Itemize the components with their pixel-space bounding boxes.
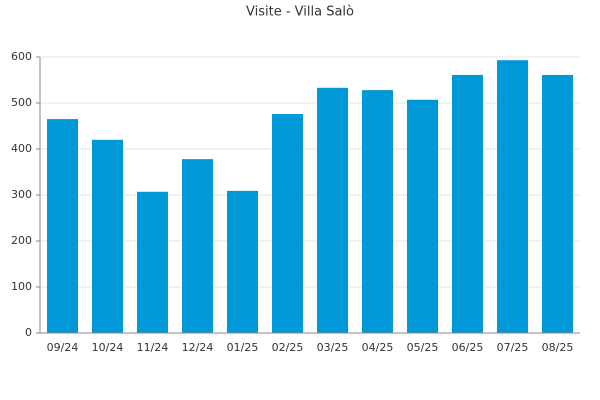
y-tick-label: 300 (11, 188, 32, 201)
chart-title: Visite - Villa Salò (246, 5, 354, 20)
y-tick-label: 400 (11, 142, 32, 155)
x-tick-label: 11/24 (137, 341, 169, 354)
x-tick-label: 04/25 (362, 341, 394, 354)
bar (182, 159, 213, 333)
y-tick-label: 100 (11, 280, 32, 293)
bar (497, 60, 528, 333)
bar (227, 190, 258, 333)
x-tick-label: 01/25 (227, 341, 259, 354)
y-tick-label: 200 (11, 234, 32, 247)
x-tick-label: 09/24 (47, 341, 79, 354)
x-tick-label: 08/25 (542, 341, 574, 354)
bar (407, 99, 438, 333)
bar (317, 87, 348, 333)
y-tick-label: 500 (11, 96, 32, 109)
bar (452, 74, 483, 333)
x-tick-label: 07/25 (497, 341, 529, 354)
bar (92, 139, 123, 333)
y-tick-label: 600 (11, 50, 32, 63)
bar (137, 191, 168, 333)
x-tick-label: 03/25 (317, 341, 349, 354)
x-tick-label: 02/25 (272, 341, 304, 354)
bar (362, 90, 393, 334)
bar (47, 119, 78, 333)
x-tick-label: 06/25 (452, 341, 484, 354)
x-tick-label: 10/24 (92, 341, 124, 354)
x-tick-label: 12/24 (182, 341, 214, 354)
bar (272, 114, 303, 333)
y-tick-label: 0 (25, 326, 32, 339)
x-tick-label: 05/25 (407, 341, 439, 354)
bar (542, 74, 573, 333)
